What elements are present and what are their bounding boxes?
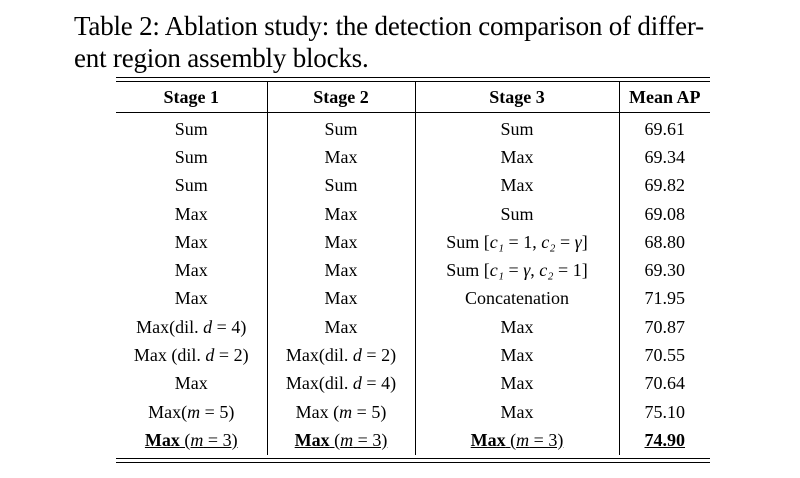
top-rule-1 [116, 77, 710, 78]
table-cell: Max (m = 3) [266, 426, 415, 455]
table-cell: Max [266, 199, 415, 229]
table-cell: Max [174, 373, 208, 394]
table-cell: Sum [c₁ = γ, c₂ = 1] [414, 256, 619, 285]
table-cell: Concatenation [414, 284, 619, 314]
table-cell: Max [266, 143, 415, 172]
table-row: Max Max Sum 69.08 [116, 199, 710, 229]
caption-line-1: Table 2: Ablation study: the detection c… [74, 11, 704, 41]
table-cell: Max [414, 171, 619, 200]
table-cell: Max [266, 256, 415, 285]
top-rule-2 [116, 81, 710, 82]
table-row: Max Max Concatenation 71.95 [116, 284, 710, 314]
table-cell: Max [174, 260, 208, 281]
ablation-table: Stage 1 Stage 2 Stage 3 Mean AP Sum Sum Su… [116, 77, 710, 463]
table-cell: Max [174, 203, 208, 224]
table-cell: 68.80 [618, 228, 710, 257]
table-caption: Table 2: Ablation study: the detection c… [74, 10, 764, 74]
table-cell: 69.61 [618, 112, 710, 144]
table-cell: Sum [414, 199, 619, 229]
table-cell: Max [266, 313, 415, 342]
header-row: Stage 1 Stage 2 Stage 3 Mean AP [116, 82, 710, 113]
header-stage-1: Stage 1 [116, 82, 267, 113]
table-cell: Sum [266, 112, 415, 144]
table-cell: 75.10 [618, 397, 710, 427]
table-row: Max Max Sum [c₁ = γ, c₂ = 1] 69.30 [116, 256, 710, 285]
table-cell: Max [414, 369, 619, 398]
table-row: Max (m = 3) Max (m = 3) Max (m = 3) 74.90 [116, 426, 710, 455]
table-cell: 74.90 [618, 426, 710, 455]
table-cell: Sum [c₁ = 1, c₂ = γ] [414, 228, 619, 257]
table-cell: 69.82 [618, 171, 710, 200]
bottom-rule-1 [116, 457, 710, 459]
caption-line-2: ent region assembly blocks. [74, 43, 369, 73]
table-cell: 71.95 [618, 284, 710, 314]
table-cell: 69.08 [618, 199, 710, 229]
table-cell: Max (m = 5) [266, 397, 415, 427]
table-cell: Sum [174, 118, 208, 139]
table-cell: Max (dil. d = 2) [133, 345, 249, 366]
table-row: Sum Sum Sum 69.61 [116, 112, 710, 144]
table-row: Sum Max Max 69.34 [116, 143, 710, 172]
table-cell: Max (m = 3) [414, 426, 619, 455]
table-cell: 70.87 [618, 313, 710, 342]
table-cell: Max(m = 5) [148, 401, 235, 422]
table-cell: Max [414, 341, 619, 370]
table-cell: Max(dil. d = 2) [266, 341, 415, 370]
table-row: Max (dil. d = 2) Max(dil. d = 2) Max 70.55 [116, 341, 710, 370]
table-row: Max(dil. d = 4) Max Max 70.87 [116, 313, 710, 342]
bottom-rule-2 [116, 461, 710, 463]
table-cell: Sum [174, 146, 208, 167]
table-cell: Max [414, 143, 619, 172]
table-row: Max Max(dil. d = 4) Max 70.64 [116, 369, 710, 398]
table-cell: 70.64 [618, 369, 710, 398]
table-row: Sum Sum Max 69.82 [116, 171, 710, 200]
table-cell: 69.30 [618, 256, 710, 285]
table-cell: 69.34 [618, 143, 710, 172]
table-cell: Max(dil. d = 4) [266, 369, 415, 398]
table-cell: Max [266, 228, 415, 257]
table-cell: Max [414, 313, 619, 342]
table-cell: Max [414, 397, 619, 427]
header-stage-2: Stage 2 [266, 82, 415, 113]
header-stage-3: Stage 3 [414, 82, 619, 113]
header-mean-ap: Mean AP [618, 82, 710, 113]
table-cell: Max [174, 231, 208, 252]
table-row: Max(m = 5) Max (m = 5) Max 75.10 [116, 397, 710, 427]
table-row: Max Max Sum [c₁ = 1, c₂ = γ] 68.80 [116, 228, 710, 257]
table-cell: 70.55 [618, 341, 710, 370]
table-cell: Max(dil. d = 4) [136, 316, 247, 337]
table-cell: Max [174, 288, 208, 309]
table-cell: Sum [414, 112, 619, 144]
table-cell: Sum [174, 175, 208, 196]
table-cell: Max [266, 284, 415, 314]
table-cell: Max (m = 3) [144, 429, 238, 450]
table-cell: Sum [266, 171, 415, 200]
